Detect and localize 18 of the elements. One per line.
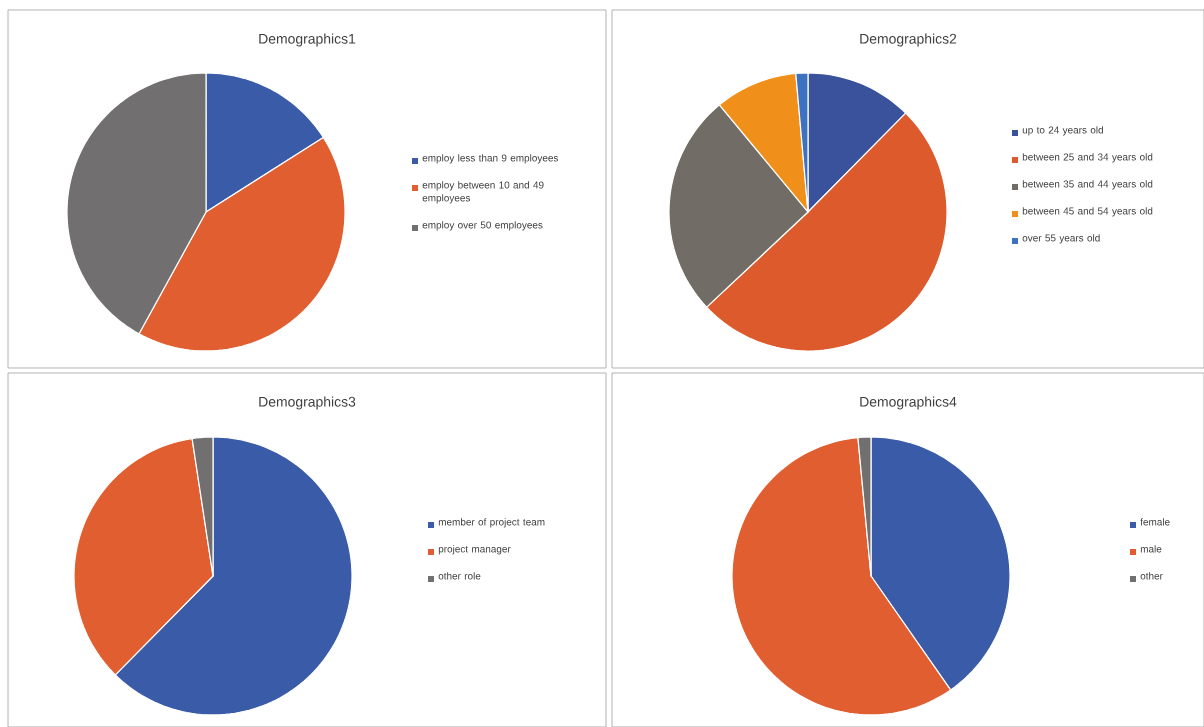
legend-label: employ over 50 employees <box>422 221 543 231</box>
chart-title: Demographics4 <box>860 396 957 410</box>
legend-label: up to 24 years old <box>1022 126 1103 136</box>
chart-title: Demographics1 <box>259 33 356 47</box>
legend-label: female <box>1140 518 1170 526</box>
legend-label: employ less than 9 employees <box>422 154 559 164</box>
legend-label: other <box>1140 572 1163 580</box>
legend-label: between 25 and 34 years old <box>1022 153 1153 163</box>
legend-label: male <box>1140 545 1162 553</box>
legend-label: other role <box>438 572 481 580</box>
legend-label: project manager <box>438 545 511 555</box>
legend-label: over 55 years old <box>1022 234 1100 244</box>
chart-title: Demographics2 <box>860 33 957 47</box>
chart-title: Demographics3 <box>259 396 356 410</box>
legend-label: between 45 and 54 years old <box>1022 207 1153 217</box>
legend-label: between 35 and 44 years old <box>1022 180 1153 190</box>
legend-label: employ between 10 and 49 employees <box>422 181 544 204</box>
legend-label: member of project team <box>438 518 545 528</box>
